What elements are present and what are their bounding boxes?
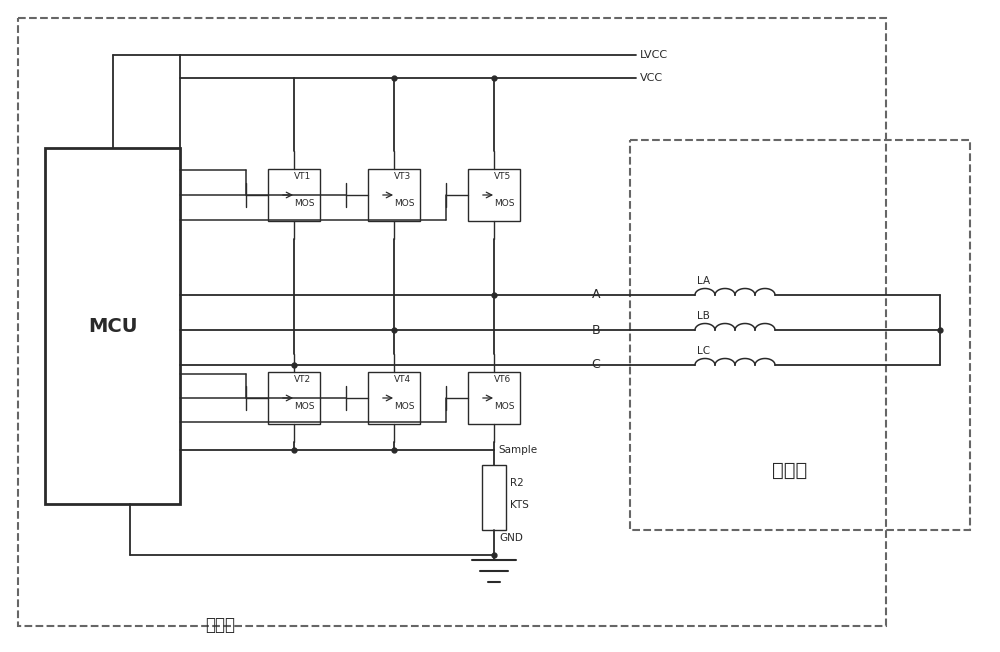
Text: A: A: [592, 288, 600, 301]
Bar: [468, 372, 520, 424]
Text: LC: LC: [697, 346, 710, 356]
Text: MOS: MOS: [494, 402, 514, 411]
Text: MOS: MOS: [294, 199, 314, 208]
Text: KTS: KTS: [510, 500, 529, 510]
Text: LA: LA: [697, 276, 710, 286]
Text: 电动机: 电动机: [772, 460, 808, 479]
Text: MOS: MOS: [394, 199, 415, 208]
Text: VT6: VT6: [494, 375, 511, 384]
Bar: [268, 372, 320, 424]
Text: B: B: [591, 323, 600, 336]
Text: GND: GND: [499, 533, 523, 543]
Text: VCC: VCC: [640, 73, 663, 83]
Text: VT3: VT3: [394, 172, 411, 181]
Bar: [468, 169, 520, 221]
Text: VT5: VT5: [494, 172, 511, 181]
Text: MOS: MOS: [394, 402, 415, 411]
Text: MOS: MOS: [294, 402, 314, 411]
Text: 控制器: 控制器: [205, 616, 235, 634]
Bar: [268, 169, 320, 221]
Text: VT1: VT1: [294, 172, 311, 181]
Text: Sample: Sample: [498, 445, 537, 455]
Bar: [18, 18, 886, 626]
Text: MOS: MOS: [494, 199, 514, 208]
Text: VT4: VT4: [394, 375, 411, 384]
Text: LB: LB: [697, 311, 710, 321]
Text: VT2: VT2: [294, 375, 311, 384]
Bar: [368, 169, 420, 221]
Text: C: C: [591, 359, 600, 372]
Bar: [482, 465, 506, 530]
Bar: [368, 372, 420, 424]
Bar: [630, 140, 970, 530]
Text: MCU: MCU: [88, 316, 137, 336]
Text: LVCC: LVCC: [640, 50, 668, 60]
Text: R2: R2: [510, 478, 524, 488]
Bar: [45, 148, 180, 504]
